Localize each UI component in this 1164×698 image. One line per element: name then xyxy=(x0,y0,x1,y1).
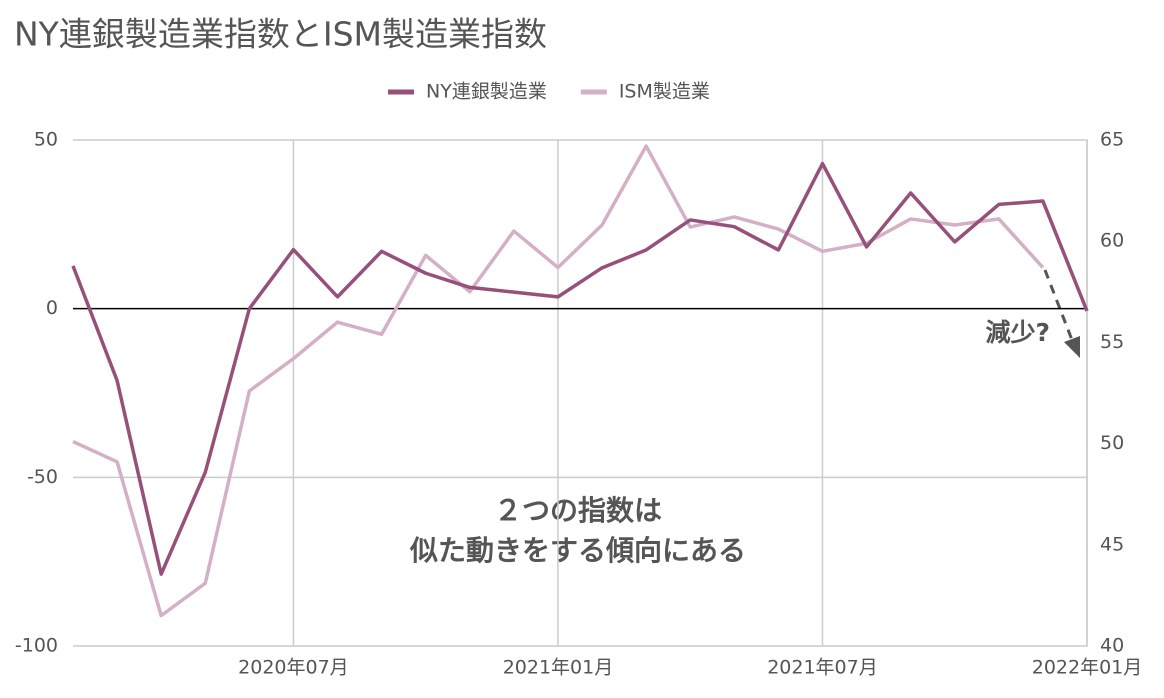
annotation: 減少? xyxy=(985,318,1050,347)
y-tick-label: -100 xyxy=(15,635,58,657)
annotation: 似た動きをする傾向にある xyxy=(409,534,746,567)
y-tick-label: 50 xyxy=(34,129,58,151)
series-line xyxy=(72,144,1045,618)
series-line xyxy=(71,161,1089,576)
y2-tick-label: 40 xyxy=(1100,635,1124,657)
legend-label: NY連銀製造業 xyxy=(426,81,547,103)
y2-tick-label: 45 xyxy=(1100,533,1124,555)
arrow-head xyxy=(1064,336,1080,358)
y-tick-label: -50 xyxy=(27,466,58,488)
legend-label: ISM製造業 xyxy=(619,81,710,103)
chart-title: NY連銀製造業指数とISM製造業指数 xyxy=(14,15,547,54)
annotation: ２つの指数は xyxy=(494,494,662,527)
x-tick-label: 2022年01月 xyxy=(1032,657,1143,679)
y2-tick-label: 50 xyxy=(1100,432,1124,454)
y2-tick-label: 60 xyxy=(1100,230,1124,252)
y-tick-label: 0 xyxy=(46,297,58,319)
y2-tick-label: 55 xyxy=(1100,331,1124,353)
x-tick-label: 2021年07月 xyxy=(767,657,878,679)
x-tick-label: 2021年01月 xyxy=(503,657,614,679)
x-tick-label: 2020年07月 xyxy=(238,657,349,679)
y2-tick-label: 65 xyxy=(1100,129,1124,151)
arrow-shaft xyxy=(1043,269,1074,341)
